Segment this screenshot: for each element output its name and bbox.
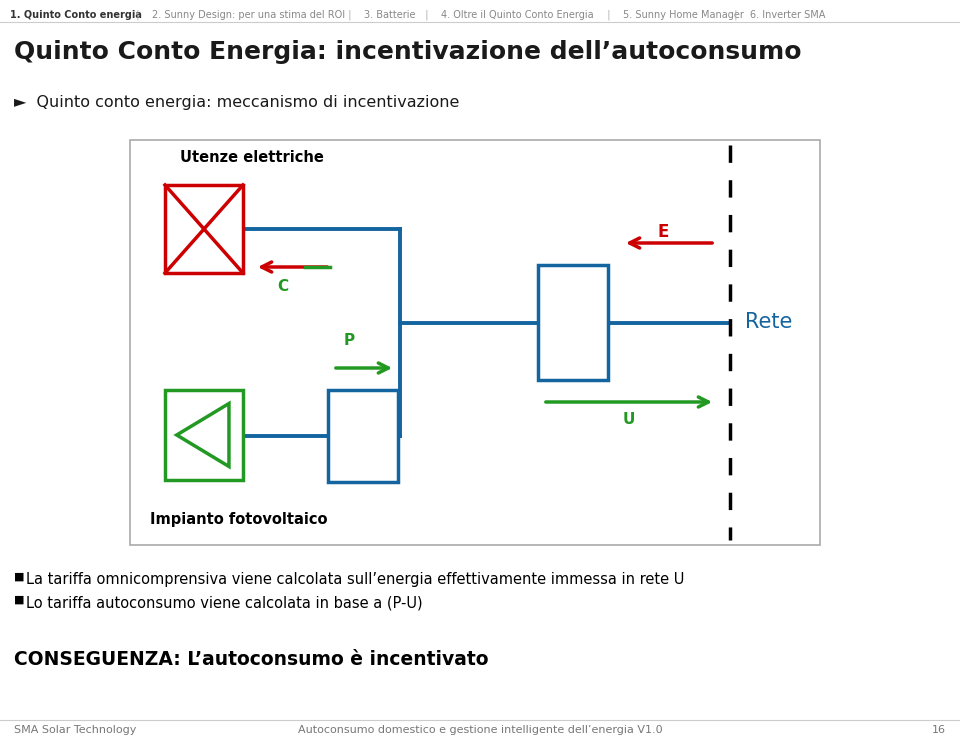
Bar	[538, 265, 608, 380]
Text: Rete: Rete	[745, 313, 792, 333]
Text: |: |	[419, 10, 434, 21]
Bar	[130, 140, 820, 545]
Bar	[165, 185, 243, 273]
Text: |: |	[728, 10, 743, 21]
Text: 3. Batterie: 3. Batterie	[364, 10, 415, 20]
Text: SMA Solar Technology: SMA Solar Technology	[14, 725, 136, 735]
Text: 16: 16	[932, 725, 946, 735]
Text: |: |	[342, 10, 357, 21]
Bar	[165, 390, 243, 480]
Text: U: U	[623, 412, 636, 427]
Text: CONSEGUENZA: L’autoconsumo è incentivato: CONSEGUENZA: L’autoconsumo è incentivato	[14, 650, 489, 669]
Text: 4. Oltre il Quinto Conto Energia: 4. Oltre il Quinto Conto Energia	[441, 10, 593, 20]
Text: ►  Quinto conto energia: meccanismo di incentivazione: ► Quinto conto energia: meccanismo di in…	[14, 95, 460, 110]
Text: C: C	[276, 279, 288, 294]
Text: Autoconsumo domestico e gestione intelligente dell’energia V1.0: Autoconsumo domestico e gestione intelli…	[298, 725, 662, 735]
Text: ■: ■	[14, 572, 25, 582]
Text: ■: ■	[14, 595, 25, 605]
Text: Impianto fotovoltaico: Impianto fotovoltaico	[150, 512, 327, 527]
Text: La tariffa omnicomprensiva viene calcolata sull’energia effettivamente immessa i: La tariffa omnicomprensiva viene calcola…	[26, 572, 684, 587]
Text: 5. Sunny Home Manager: 5. Sunny Home Manager	[623, 10, 743, 20]
Text: E: E	[658, 223, 669, 241]
Text: Lo tariffa autoconsumo viene calcolata in base a (P-U): Lo tariffa autoconsumo viene calcolata i…	[26, 595, 422, 610]
Text: |: |	[130, 10, 145, 21]
Text: |: |	[601, 10, 616, 21]
Text: 1. Quinto Conto energia: 1. Quinto Conto energia	[10, 10, 142, 20]
Text: Utenze elettriche: Utenze elettriche	[180, 150, 324, 165]
Text: 6. Inverter SMA: 6. Inverter SMA	[750, 10, 825, 20]
Text: Quinto Conto Energia: incentivazione dell’autoconsumo: Quinto Conto Energia: incentivazione del…	[14, 40, 802, 64]
Bar	[328, 390, 398, 482]
Text: 2. Sunny Design: per una stima del ROI: 2. Sunny Design: per una stima del ROI	[152, 10, 345, 20]
Text: P: P	[344, 333, 354, 348]
Polygon shape	[177, 403, 228, 467]
